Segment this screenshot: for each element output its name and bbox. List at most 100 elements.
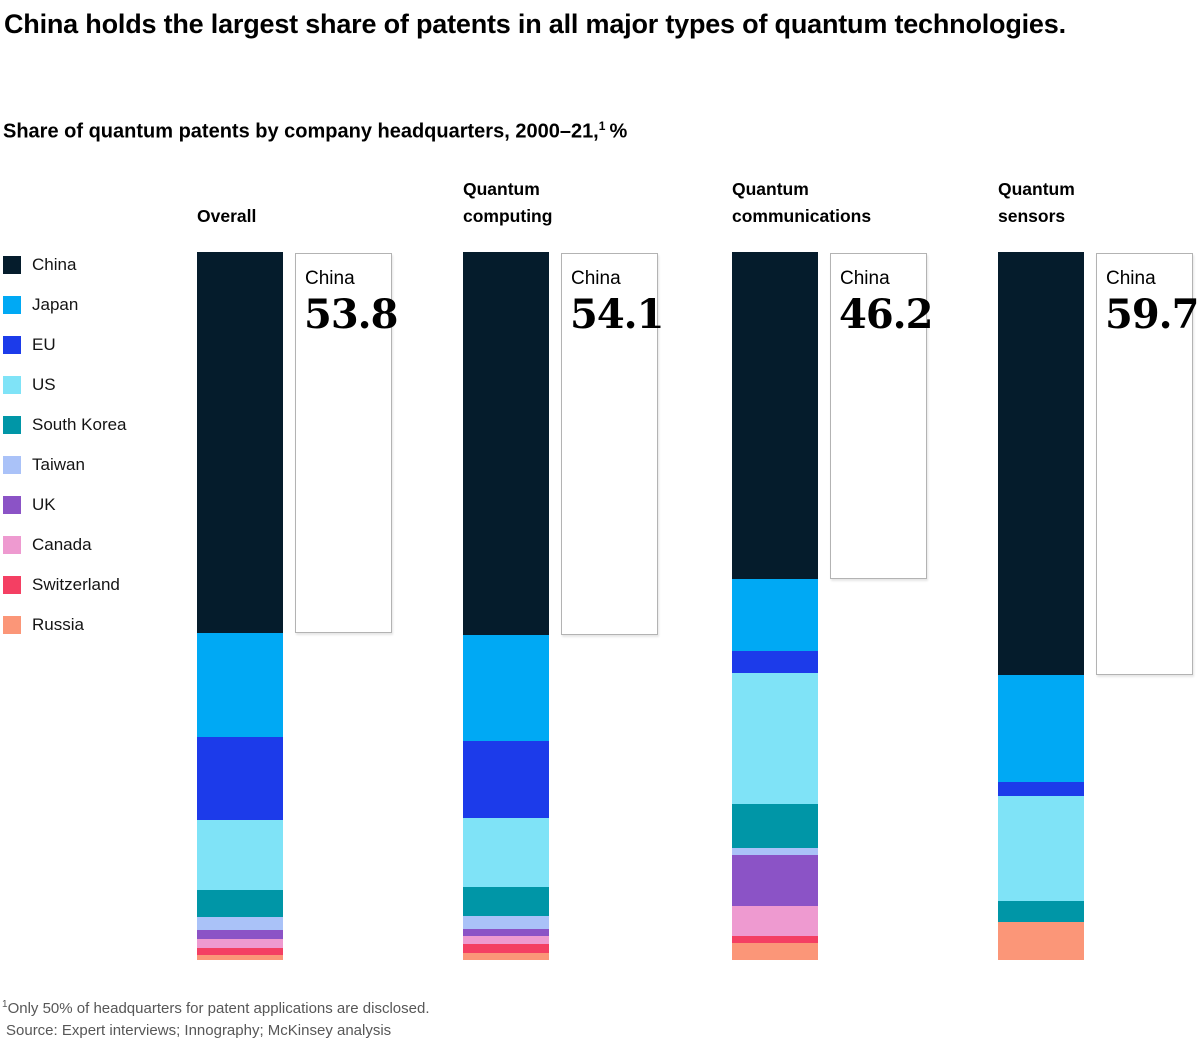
- legend-label-south-korea: South Korea: [32, 415, 127, 434]
- callout-quantum-computing: China 54.1: [561, 253, 664, 636]
- footnote-superscript: 1: [2, 999, 8, 1010]
- bar-segment-quantum-communications-china: [732, 252, 818, 580]
- callout-value-quantum-computing: 54.1: [570, 291, 664, 338]
- column-header-line: sensors: [998, 206, 1066, 226]
- bar-segment-overall-switzerland: [197, 947, 283, 955]
- column-header-line: Quantum: [463, 179, 540, 199]
- bar-segment-quantum-sensors-russia: [998, 921, 1084, 960]
- legend-swatch-canada: [3, 536, 21, 554]
- bar-segment-quantum-communications-eu: [732, 651, 818, 673]
- legend-item-eu: EU: [3, 335, 127, 354]
- legend-swatch-japan: [3, 296, 21, 314]
- bar-segment-overall-china: [197, 252, 283, 633]
- bar-segment-quantum-sensors-eu: [998, 781, 1084, 796]
- callout-value-overall: 53.8: [304, 291, 398, 338]
- legend-label-japan: Japan: [32, 295, 79, 314]
- bar-segment-overall-south-korea: [197, 889, 283, 918]
- legend-item-south-korea: South Korea: [3, 415, 127, 434]
- footnote-line: 1Only 50% of headquarters for patent app…: [2, 994, 429, 1020]
- legend-swatch-taiwan: [3, 456, 21, 474]
- bar-segment-overall-uk: [197, 930, 283, 939]
- bar-segment-quantum-sensors-china: [998, 252, 1084, 675]
- footnotes: 1Only 50% of headquarters for patent app…: [2, 994, 429, 1042]
- callout-quantum-communications: China 46.2: [830, 253, 933, 580]
- bar-segment-quantum-communications-us: [732, 672, 818, 805]
- legend-label-taiwan: Taiwan: [32, 455, 85, 474]
- callout-quantum-sensors: China 59.7: [1096, 253, 1199, 675]
- bar-segment-quantum-computing-us: [463, 818, 549, 888]
- bar-segment-overall-eu: [197, 736, 283, 821]
- column-header-line: computing: [463, 206, 553, 226]
- column-header-line: Quantum: [732, 179, 809, 199]
- bar-segment-quantum-computing-eu: [463, 740, 549, 819]
- bar-segment-overall-taiwan: [197, 917, 283, 931]
- legend-swatch-russia: [3, 616, 21, 634]
- legend-swatch-south-korea: [3, 416, 21, 434]
- legend-item-switzerland: Switzerland: [3, 575, 127, 594]
- bar-quantum-sensors: [998, 252, 1084, 960]
- bar-segment-quantum-computing-china: [463, 252, 549, 636]
- legend-swatch-eu: [3, 336, 21, 354]
- bar-segment-quantum-computing-uk: [463, 928, 549, 936]
- legend-item-canada: Canada: [3, 535, 127, 554]
- chart-subtitle: Share of quantum patents by company head…: [3, 119, 627, 144]
- bar-segment-quantum-communications-canada: [732, 906, 818, 936]
- column-header-quantum-communications: Quantum communications: [732, 176, 982, 230]
- legend-label-russia: Russia: [32, 615, 84, 634]
- bar-segment-overall-russia: [197, 954, 283, 960]
- column-header-line: communications: [732, 206, 872, 226]
- bar-quantum-computing: [463, 252, 549, 960]
- column-header-line: Overall: [197, 206, 257, 226]
- legend-swatch-switzerland: [3, 576, 21, 594]
- legend-swatch-uk: [3, 496, 21, 514]
- chart-title: China holds the largest share of patents…: [4, 9, 1066, 39]
- source-line: Source: Expert interviews; Innography; M…: [6, 1022, 392, 1039]
- legend-label-us: US: [32, 375, 56, 394]
- bar-segment-quantum-computing-russia: [463, 952, 549, 960]
- callout-label-quantum-communications: China: [840, 268, 890, 289]
- bar-segment-quantum-communications-south-korea: [732, 804, 818, 849]
- bar-segment-quantum-communications-switzerland: [732, 935, 818, 943]
- subtitle-suffix: %: [605, 120, 628, 143]
- callout-label-quantum-sensors: China: [1106, 268, 1156, 289]
- column-header-overall: Overall: [197, 176, 447, 230]
- bar-segment-overall-japan: [197, 632, 283, 737]
- legend-item-uk: UK: [3, 495, 127, 514]
- column-header-line: Quantum: [998, 179, 1075, 199]
- callout-value-quantum-communications: 46.2: [839, 291, 933, 338]
- bar-segment-quantum-communications-japan: [732, 579, 818, 652]
- bar-overall: [197, 252, 283, 960]
- bar-quantum-communications: [732, 252, 818, 960]
- legend-item-russia: Russia: [3, 615, 127, 634]
- column-header-quantum-sensors: Quantum sensors: [998, 176, 1200, 230]
- bar-segment-overall-canada: [197, 938, 283, 948]
- bar-segment-quantum-sensors-south-korea: [998, 900, 1084, 922]
- legend-label-eu: EU: [32, 335, 56, 354]
- legend-label-canada: Canada: [32, 535, 92, 554]
- bar-segment-quantum-computing-canada: [463, 935, 549, 944]
- legend: China Japan EU US South Korea Taiwan UK Canada S…: [3, 255, 127, 656]
- legend-item-us: US: [3, 375, 127, 394]
- bar-segment-quantum-sensors-japan: [998, 674, 1084, 782]
- legend-swatch-us: [3, 376, 21, 394]
- bar-segment-quantum-communications-russia: [732, 942, 818, 960]
- subtitle-text: Share of quantum patents by company head…: [3, 120, 599, 143]
- callout-value-quantum-sensors: 59.7: [1105, 291, 1199, 338]
- legend-label-switzerland: Switzerland: [32, 575, 120, 594]
- bar-segment-quantum-communications-taiwan: [732, 848, 818, 856]
- column-header-quantum-computing: Quantum computing: [463, 176, 713, 230]
- legend-label-uk: UK: [32, 495, 56, 514]
- bar-segment-quantum-computing-taiwan: [463, 916, 549, 929]
- bar-segment-quantum-sensors-us: [998, 795, 1084, 901]
- footnote-text: Only 50% of headquarters for patent appl…: [7, 1000, 430, 1017]
- callout-label-quantum-computing: China: [571, 268, 621, 289]
- bar-segment-quantum-computing-south-korea: [463, 887, 549, 917]
- legend-item-china: China: [3, 255, 127, 274]
- bar-segment-overall-us: [197, 820, 283, 890]
- bar-segment-quantum-computing-switzerland: [463, 943, 549, 953]
- callout-label-overall: China: [305, 268, 355, 289]
- legend-item-taiwan: Taiwan: [3, 455, 127, 474]
- callout-overall: China 53.8: [295, 253, 398, 633]
- legend-label-china: China: [32, 255, 77, 274]
